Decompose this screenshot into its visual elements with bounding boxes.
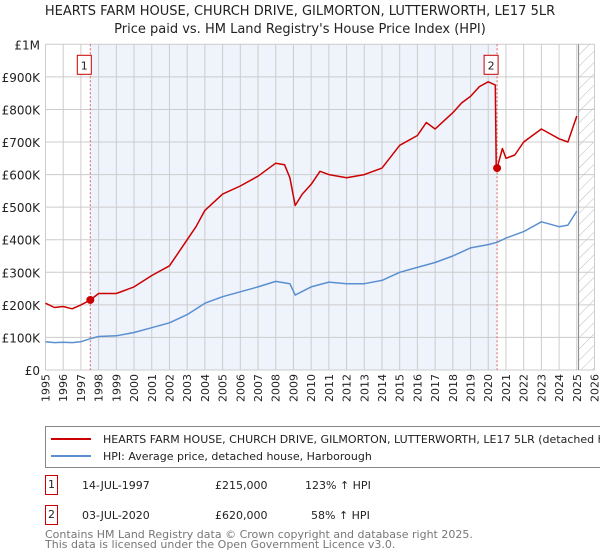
sale-date: 14-JUL-1997 (82, 479, 150, 492)
legend: HEARTS FARM HOUSE, CHURCH DRIVE, GILMORT… (45, 426, 600, 468)
sale-price: £215,000 (215, 479, 268, 492)
legend-swatch-red (51, 438, 91, 440)
x-tick-label: 1999 (110, 374, 123, 402)
y-tick-label: £1M (14, 38, 40, 52)
x-tick-label: 1995 (40, 374, 53, 402)
x-tick-label: 2006 (234, 374, 247, 402)
hpi-line (45, 210, 578, 344)
chart-title: HEARTS FARM HOUSE, CHURCH DRIVE, GILMORT… (44, 4, 556, 19)
x-tick-label: 2016 (411, 374, 424, 402)
y-tick-label: £0 (25, 364, 40, 378)
y-tick-label: £400K (2, 234, 42, 248)
footer-licence: This data is licensed under the Open Gov… (45, 538, 396, 551)
sale-point (493, 164, 502, 173)
sale-label: 2 (488, 59, 495, 72)
x-tick-label: 2004 (199, 374, 212, 402)
x-tick-label: 2007 (252, 374, 265, 402)
legend-swatch-blue (51, 455, 91, 457)
sale-hpi: 58% ↑ HPI (311, 509, 370, 522)
legend-label: HPI: Average price, detached house, Harb… (103, 449, 372, 463)
x-tick-label: 2019 (465, 374, 478, 402)
x-tick-label: 2012 (341, 374, 354, 402)
x-tick-label: 2011 (323, 374, 336, 402)
x-tick-label: 2013 (358, 374, 371, 402)
x-tick-label: 2017 (429, 374, 442, 402)
x-tick-label: 2015 (394, 374, 407, 402)
sale-label-box (483, 54, 499, 75)
footer: Contains HM Land Registry data © Crown c… (45, 528, 473, 551)
x-tick-label: 1996 (57, 374, 70, 402)
y-tick-label: £600K (2, 169, 42, 183)
y-tick-label: £300K (2, 266, 42, 280)
x-tick-label: 2020 (482, 374, 495, 402)
y-tick-label: £700K (2, 136, 42, 150)
sale-badge: 1 (45, 475, 58, 495)
x-tick-label: 1998 (93, 374, 106, 402)
x-tick-label: 2025 (571, 374, 584, 402)
legend-item-hpi: HPI: Average price, detached house, Harb… (46, 448, 372, 464)
x-tick-label: 2026 (589, 374, 600, 402)
y-tick-label: £200K (2, 299, 42, 313)
property-price-line (45, 81, 578, 310)
x-tick-label: 2014 (376, 374, 389, 402)
x-tick-label: 2000 (128, 374, 141, 402)
x-tick-label: 2008 (270, 374, 283, 402)
sale-badge: 2 (45, 505, 58, 525)
x-tick-label: 2003 (181, 374, 194, 402)
legend-label: HEARTS FARM HOUSE, CHURCH DRIVE, GILMORT… (103, 432, 600, 446)
footer-copyright: Contains HM Land Registry data © Crown c… (45, 528, 473, 541)
x-tick-label: 2024 (553, 374, 566, 402)
sale-point (86, 295, 95, 304)
x-tick-label: 2018 (447, 374, 460, 402)
x-tick-label: 1997 (75, 374, 88, 402)
sale-date: 03-JUL-2020 (82, 509, 150, 522)
x-tick-label: 2002 (163, 374, 176, 402)
legend-item-property: HEARTS FARM HOUSE, CHURCH DRIVE, GILMORT… (46, 431, 600, 447)
chart-subtitle: Price paid vs. HM Land Registry's House … (114, 22, 486, 37)
sale-label-box (76, 54, 92, 75)
sale-hpi: 123% ↑ HPI (305, 479, 371, 492)
price-chart: 1995 1996 1997 1998 1999 2000 2001 2002 2003 2004… (2, 38, 600, 402)
sale-price: £620,000 (215, 509, 268, 522)
y-tick-label: £500K (2, 201, 42, 215)
x-tick-label: 2021 (500, 374, 513, 402)
x-tick-label: 2005 (217, 374, 230, 402)
x-tick-label: 2001 (146, 374, 159, 402)
x-tick-label: 2022 (518, 374, 531, 402)
y-tick-label: £100K (2, 331, 42, 345)
y-tick-label: £900K (2, 71, 42, 85)
x-tick-label: 2009 (287, 374, 300, 402)
x-tick-label: 2010 (305, 374, 318, 402)
x-tick-label: 2023 (535, 374, 548, 402)
sale-label: 1 (81, 59, 88, 72)
y-tick-label: £800K (2, 103, 42, 117)
